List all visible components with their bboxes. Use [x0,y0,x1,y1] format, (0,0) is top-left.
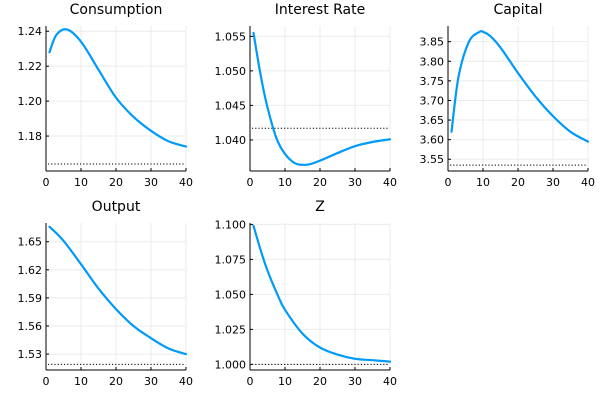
x-tick-label: 20 [109,176,123,189]
y-tick-label: 1.20 [18,95,43,108]
series-line-0 [48,225,188,356]
x-tick-label: 30 [546,176,560,189]
y-tick-label: 1.65 [18,236,43,249]
series-line-0 [252,31,392,166]
y-tick-label: 1.025 [215,323,247,336]
x-tick-label: 20 [313,375,327,388]
x-tick-label: 30 [348,375,362,388]
y-tick-label: 1.100 [215,218,247,231]
x-tick-label: 10 [476,176,490,189]
y-tick-label: 3.55 [420,153,445,166]
y-tick-label: 1.24 [18,25,43,38]
panel-consumption: 0 10 20 30 40 1.18 1.20 1.22 1.24 Consumption [18,2,194,189]
y-tick-label: 1.22 [18,60,43,73]
x-tick-label: 40 [179,176,193,189]
x-tick-label: 40 [383,176,397,189]
y-tick-label: 1.53 [18,348,43,361]
y-tick-label: 3.80 [420,55,445,68]
series-line-0 [48,28,188,148]
panel-capital: 0 10 20 30 40 3.55 3.60 3.65 3.70 3.75 3.80 3.85 Cap… [420,2,596,189]
chart-title: Capital [493,2,542,18]
x-tick-label: 30 [144,176,158,189]
y-tick-label: 3.85 [420,36,445,49]
series-line-0 [450,29,590,143]
chart-title: Output [92,199,141,215]
x-tick-label: 0 [247,176,254,189]
x-tick-label: 10 [74,176,88,189]
x-tick-label: 10 [278,176,292,189]
panel-interest-rate: 0 10 20 30 40 1.040 1.045 1.050 1.055 Interest Ra… [215,2,398,189]
x-tick-label: 10 [278,375,292,388]
y-tick-label: 1.075 [215,253,247,266]
chart-title: Interest Rate [275,2,366,18]
y-tick-label: 3.60 [420,134,445,147]
y-tick-label: 1.000 [215,358,247,371]
y-tick-label: 1.045 [215,99,247,112]
y-tick-label: 1.055 [215,30,247,43]
y-tick-label: 1.18 [18,130,43,143]
y-tick-label: 1.62 [18,264,43,277]
y-tick-label: 1.56 [18,320,43,333]
x-tick-label: 20 [313,176,327,189]
x-tick-label: 40 [179,375,193,388]
y-tick-label: 1.050 [215,65,247,78]
x-tick-label: 20 [109,375,123,388]
panel-output: 0 10 20 30 40 1.53 1.56 1.59 1.62 1.65 Output [18,199,194,388]
y-tick-label: 3.75 [420,75,445,88]
chart-title: Consumption [70,2,163,18]
x-tick-label: 40 [581,176,595,189]
x-tick-label: 20 [511,176,525,189]
x-tick-label: 10 [74,375,88,388]
x-tick-label: 0 [247,375,254,388]
series-line-0 [252,224,392,363]
x-tick-label: 30 [348,176,362,189]
x-tick-label: 0 [43,176,50,189]
y-tick-label: 1.59 [18,292,43,305]
y-tick-label: 3.65 [420,114,445,127]
chart-title: Z [315,199,325,215]
y-tick-label: 1.040 [215,134,247,147]
x-tick-label: 30 [144,375,158,388]
x-tick-label: 40 [383,375,397,388]
x-tick-label: 0 [43,375,50,388]
x-tick-label: 0 [445,176,452,189]
panel-z: 0 10 20 30 40 1.000 1.025 1.050 1.075 1.100 Z [215,199,398,388]
y-tick-label: 1.050 [215,288,247,301]
y-tick-label: 3.70 [420,94,445,107]
